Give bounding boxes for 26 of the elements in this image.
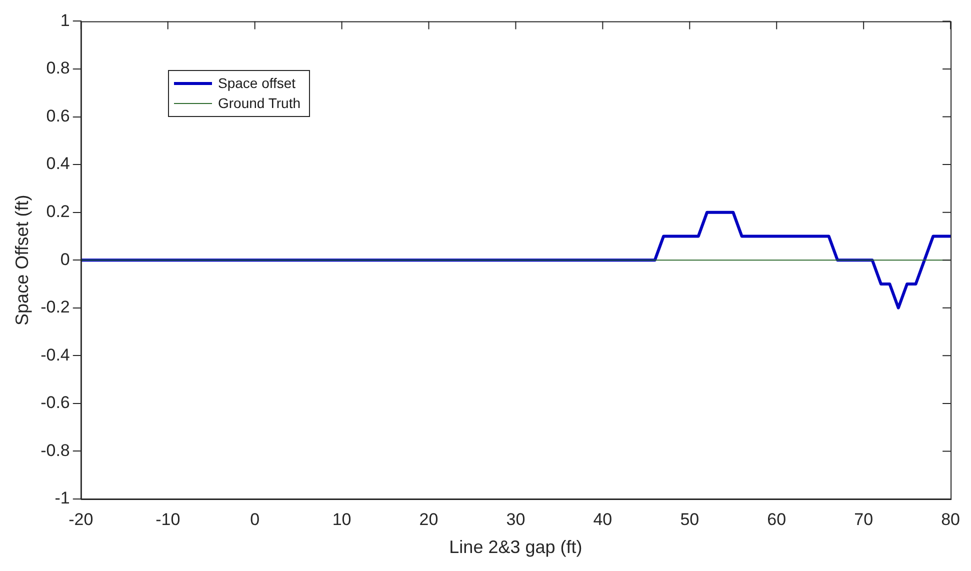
y-tick-label: -0.4 — [40, 345, 70, 364]
x-tick-label: 20 — [419, 510, 438, 529]
legend-label: Ground Truth — [218, 95, 300, 111]
x-tick-label: 0 — [250, 510, 260, 529]
y-tick-label: -0.6 — [40, 393, 70, 412]
y-tick-label: -1 — [54, 488, 70, 508]
x-tick-label: -10 — [156, 510, 180, 529]
y-tick-label: 0.8 — [46, 58, 70, 78]
x-tick-label: 10 — [332, 510, 352, 529]
x-tick-label: 70 — [854, 510, 874, 529]
y-tick-label: 0 — [60, 250, 70, 269]
y-tick-label: -0.8 — [40, 440, 70, 460]
x-axis-title: Line 2&3 gap (ft) — [449, 537, 582, 558]
y-tick-label: 0.4 — [46, 154, 70, 174]
x-tick-label: 80 — [941, 510, 960, 529]
x-tick-label: 50 — [680, 510, 700, 529]
x-tick-label: 40 — [593, 510, 612, 529]
x-tick-label: 60 — [767, 510, 786, 529]
y-tick-label: -0.2 — [40, 298, 70, 317]
x-tick-label: 30 — [506, 510, 526, 529]
legend-label: Space offset — [218, 75, 296, 91]
y-tick-label: 1 — [60, 10, 70, 30]
y-tick-label: 0.6 — [46, 106, 70, 126]
y-axis-title: Space Offset (ft) — [12, 194, 32, 326]
y-tick-label: 0.2 — [46, 202, 70, 222]
x-tick-label: -20 — [68, 510, 94, 529]
